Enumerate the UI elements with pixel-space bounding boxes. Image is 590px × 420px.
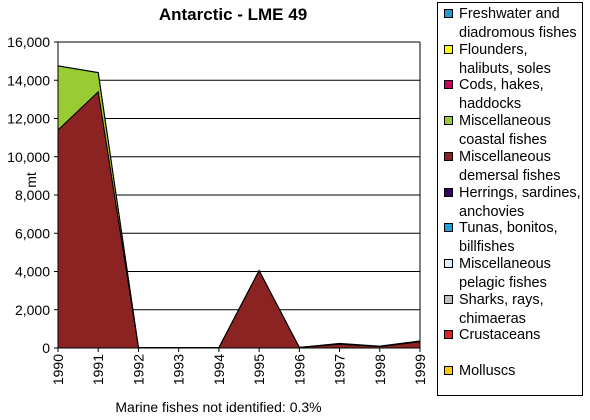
y-tick-label: 0 (42, 340, 50, 356)
y-tick-label: 6,000 (15, 225, 50, 241)
legend-swatch (444, 330, 453, 339)
legend-swatch (444, 116, 453, 125)
y-tick-label: 16,000 (7, 34, 50, 50)
x-tick-label: 1996 (291, 354, 307, 385)
x-tick-label: 1990 (50, 354, 66, 385)
legend-swatch (444, 45, 453, 54)
legend-label: Sharks, rays, chimaeras (459, 291, 583, 329)
legend-swatch (444, 80, 453, 89)
y-tick-label: 10,000 (7, 149, 50, 165)
legend-swatch (444, 259, 453, 268)
legend-label: Freshwater and diadromous fishes (459, 5, 583, 43)
legend-swatch (444, 366, 453, 375)
area-chart: Antarctic - LME 49 mt 0 2,000 4,000 6,000 8,… (0, 0, 437, 398)
legend-swatch (444, 223, 453, 232)
x-tick-label: 1997 (332, 354, 348, 385)
x-tick-label: 1998 (372, 354, 388, 385)
x-tick-label: 1995 (251, 354, 267, 385)
legend-label: Flounders, halibuts, soles (459, 41, 583, 79)
y-tick-label: 4,000 (15, 264, 50, 280)
legend-label: Miscellaneous demersal fishes (459, 148, 583, 186)
y-axis-label: mt (23, 172, 39, 188)
legend-swatch (444, 295, 453, 304)
y-tick-label: 2,000 (15, 302, 50, 318)
y-tick-label: 12,000 (7, 111, 50, 127)
legend: Freshwater and diadromous fishes Flounder… (437, 2, 583, 396)
x-tick-label: 1991 (90, 354, 106, 385)
x-tick-label: 1999 (412, 354, 428, 385)
legend-label: Cods, hakes, haddocks (459, 76, 583, 114)
x-tick-labels: 1990 1991 1992 1993 1994 1995 1996 1997 1998 1999 (50, 354, 428, 385)
legend-swatch (444, 9, 453, 18)
legend-label: Miscellaneous coastal fishes (459, 112, 583, 150)
y-tick-labels: 0 2,000 4,000 6,000 8,000 10,000 12,000 14,000 1… (7, 34, 50, 356)
legend-label: Tunas, bonitos, billfishes (459, 219, 583, 257)
legend-swatch (444, 152, 453, 161)
footnote: Marine fishes not identified: 0.3% (0, 399, 437, 415)
x-tick-label: 1994 (211, 354, 227, 385)
x-tick-label: 1993 (171, 354, 187, 385)
y-tick-label: 8,000 (15, 187, 50, 203)
legend-swatch (444, 188, 453, 197)
legend-label: Miscellaneous pelagic fishes (459, 255, 583, 293)
x-tick-label: 1992 (130, 354, 146, 385)
chart-title: Antarctic - LME 49 (159, 5, 307, 24)
legend-label: Crustaceans (459, 326, 583, 345)
legend-label: Molluscs (459, 362, 583, 381)
area-series (58, 66, 420, 348)
y-tick-label: 14,000 (7, 72, 50, 88)
legend-label: Herrings, sardines, anchovies (459, 184, 583, 222)
